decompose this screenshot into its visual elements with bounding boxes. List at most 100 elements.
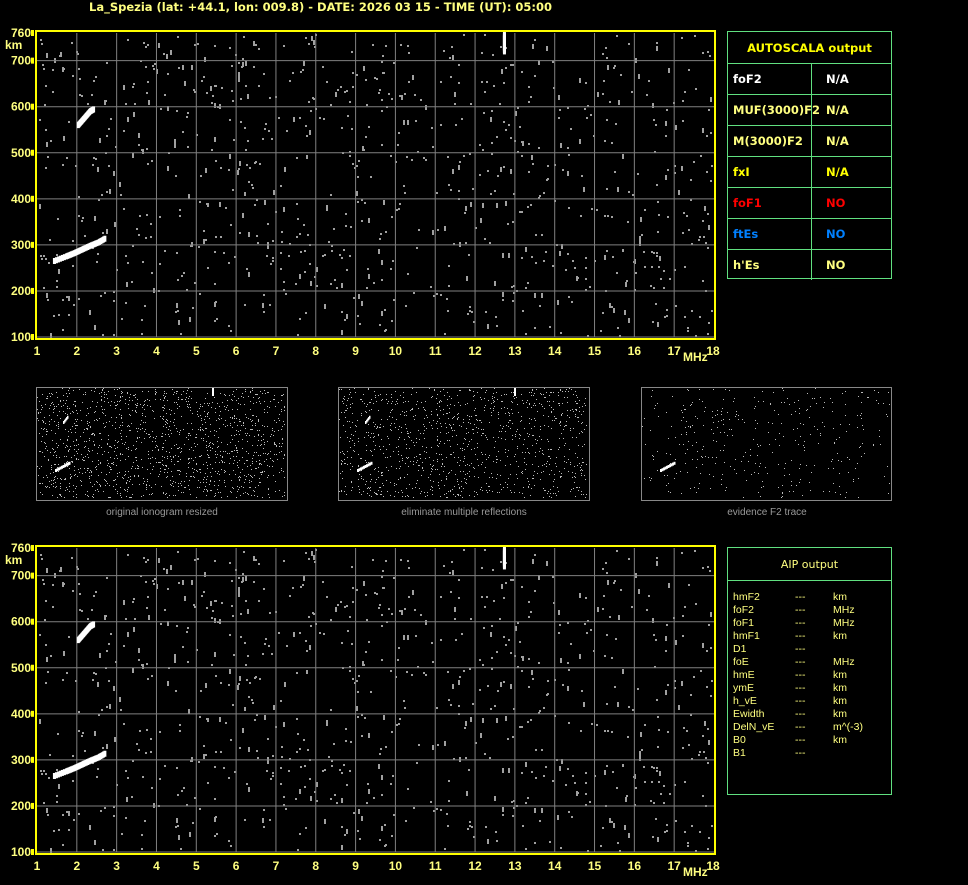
noise-dot (133, 627, 135, 632)
noise-dot (242, 58, 244, 60)
thumb-noise-dot (371, 399, 372, 400)
noise-dot (430, 286, 432, 288)
noise-dot (405, 305, 407, 307)
thumb-noise-dot (686, 434, 687, 435)
thumb-noise-dot (531, 392, 532, 393)
noise-dot (381, 99, 383, 101)
noise-dot (45, 644, 47, 646)
thumb-noise-dot (784, 475, 785, 476)
thumb-noise-dot (782, 485, 783, 486)
thumb-noise-dot (447, 399, 448, 400)
thumb-noise-dot (494, 397, 495, 398)
noise-dot (228, 777, 230, 779)
thumb-noise-dot (114, 445, 115, 446)
noise-dot (531, 670, 533, 675)
thumb-noise-dot (253, 403, 254, 404)
thumb-noise-dot (506, 394, 507, 395)
noise-dot (364, 202, 366, 204)
noise-dot (247, 655, 249, 657)
thumb-noise-dot (532, 478, 533, 479)
thumb-noise-dot (186, 473, 187, 474)
thumb-noise-dot (165, 494, 166, 495)
thumb-noise-dot (100, 485, 101, 486)
noise-dot (280, 252, 282, 254)
noise-dot (255, 44, 257, 46)
thumb-noise-dot (439, 402, 440, 403)
noise-dot (308, 558, 310, 560)
noise-dot (132, 153, 134, 158)
noise-dot (214, 320, 216, 322)
noise-dot (39, 204, 41, 209)
thumb-noise-dot (211, 407, 212, 408)
thumb-noise-dot (237, 465, 238, 466)
thumb-noise-dot (584, 444, 585, 445)
thumbnail-original[interactable] (36, 387, 288, 501)
thumb-noise-dot (437, 445, 438, 446)
noise-dot (606, 703, 608, 705)
thumb-noise-dot (471, 463, 472, 464)
thumb-noise-dot (109, 466, 110, 467)
noise-dot (528, 171, 530, 173)
thumb-noise-dot (95, 467, 96, 468)
thumb-noise-dot (837, 453, 838, 454)
noise-dot (521, 586, 523, 588)
thumb-noise-dot (760, 496, 761, 497)
noise-dot (702, 567, 704, 569)
thumb-noise-dot (102, 454, 103, 455)
thumb-noise-dot (721, 484, 722, 485)
noise-dot (229, 154, 231, 159)
noise-dot (164, 250, 166, 252)
thumb-noise-dot (751, 474, 752, 475)
thumb-noise-dot (575, 401, 576, 402)
thumb-noise-dot (171, 448, 172, 449)
thumb-noise-dot (345, 431, 346, 432)
thumb-noise-dot (49, 424, 50, 425)
x-tick-label: 17 (667, 344, 681, 358)
noise-dot (120, 709, 122, 711)
noise-dot (711, 310, 713, 312)
thumb-noise-dot (168, 429, 169, 430)
noise-dot (346, 90, 348, 92)
thumbnail-eliminate-multiple[interactable] (338, 387, 590, 501)
thumb-noise-dot (560, 477, 561, 478)
thumb-noise-dot (200, 427, 201, 428)
thumb-noise-dot (155, 438, 156, 439)
thumb-noise-dot (533, 435, 534, 436)
noise-dot (352, 601, 354, 603)
thumb-noise-dot (399, 461, 400, 462)
noise-dot (675, 640, 677, 645)
thumb-noise-dot (501, 438, 502, 439)
noise-dot (391, 731, 393, 733)
noise-dot (306, 157, 308, 159)
thumbnail-evidence-f2[interactable] (641, 387, 892, 501)
noise-dot (667, 684, 669, 686)
thumb-noise-dot (402, 411, 403, 412)
noise-dot (622, 764, 624, 766)
noise-dot (239, 161, 241, 166)
thumb-noise-dot (245, 433, 246, 434)
thumb-noise-dot (556, 418, 557, 419)
thumb-noise-dot (454, 416, 455, 417)
noise-dot (125, 817, 127, 819)
thumb-noise-dot (191, 458, 192, 459)
thumb-noise-dot (462, 450, 463, 451)
noise-dot (579, 78, 581, 83)
noise-dot (691, 310, 693, 312)
noise-dot (178, 582, 180, 584)
noise-dot (539, 710, 541, 712)
thumb-noise-dot (201, 420, 202, 421)
noise-dot (344, 319, 346, 321)
noise-dot (139, 730, 141, 732)
thumb-noise-dot (853, 481, 854, 482)
thumb-noise-dot (518, 466, 519, 467)
thumb-noise-dot (460, 448, 461, 449)
thumb-noise-dot (224, 406, 225, 407)
thumb-noise-dot (179, 447, 180, 448)
noise-dot (330, 283, 332, 285)
thumb-noise-dot (429, 422, 430, 423)
thumb-noise-dot (445, 423, 446, 424)
thumb-noise-dot (366, 445, 367, 446)
thumb-noise-dot (260, 403, 261, 404)
noise-dot (568, 207, 570, 209)
thumb-noise-dot (134, 476, 135, 477)
